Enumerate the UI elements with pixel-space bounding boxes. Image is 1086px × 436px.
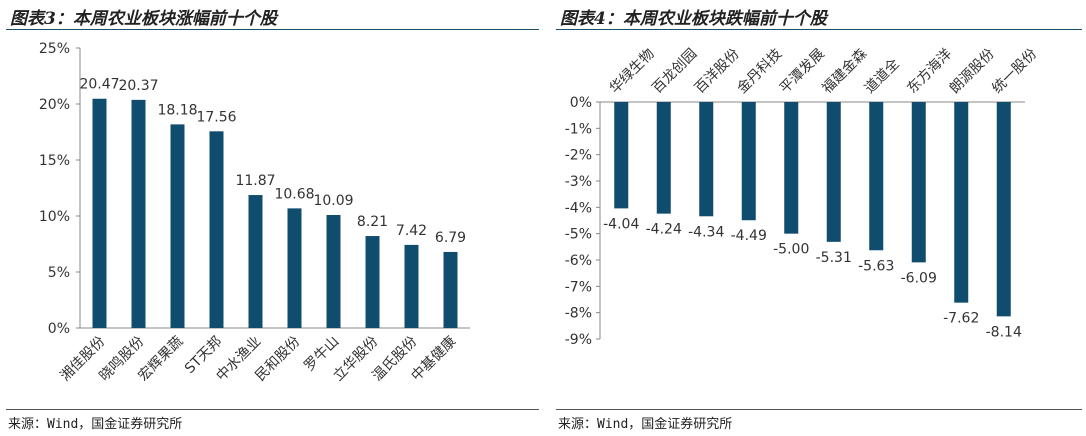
y-tick-label: 0% [570,95,592,111]
data-label: 20.47 [79,77,119,93]
bar [404,244,419,328]
title-divider [6,29,539,30]
data-label: 8.21 [357,214,388,230]
y-tick-label: -8% [565,306,592,322]
bar [92,98,107,329]
bar [170,124,185,328]
data-label: 18.18 [157,102,197,118]
y-tick-label: 10% [39,209,70,225]
bar [365,236,380,328]
y-tick-label: -5% [565,227,592,243]
bar [326,214,341,328]
x-category-label: 百龙创园 [649,46,700,97]
data-label: -8.14 [986,324,1022,340]
bar [614,102,629,209]
y-tick-label: 20% [39,97,70,113]
data-label: -4.04 [603,216,639,232]
chart-title: 图表4：本周农业板块跌幅前十个股 [560,9,827,29]
y-tick-label: -3% [565,174,592,190]
chart-title: 图表3：本周农业板块涨幅前十个股 [10,9,277,29]
bar [699,102,714,217]
x-category-label: 金丹科技 [734,46,785,97]
chart-rise-top10: 0%5%10%15%20%25%20.47湘佳股份20.37晓鸣股份18.18宏… [39,41,470,384]
chart-panel-right: 图表4：本周农业板块跌幅前十个股 0% -1% -2% -3% -4% -5% -6% -7%… [550,0,1086,436]
data-label: 20.37 [118,78,158,94]
y-tick-label: -1% [565,121,592,137]
data-label: 10.68 [274,186,314,202]
bar [656,102,671,214]
source-note: 来源：Wind，国金证券研究所 [558,417,733,432]
bar [741,102,756,221]
chart-fall-top10: 0% -1% -2% -3% -4% -5% -6% -7% -8% -9% -4.04 华绿生物 -4… [565,45,1040,348]
bar [248,195,263,328]
data-label: -5.00 [773,242,809,258]
data-label: -5.31 [816,250,852,266]
bar [826,102,841,242]
bar [443,251,458,328]
data-label: 10.09 [313,193,353,209]
chart-panel-left: 图表3：本周农业板块涨幅前十个股 0% 5% 10% 15% 20% 25% 20.47 湘佳… [6,9,539,432]
title-divider [556,29,1082,30]
source-note: 来源：Wind，国金证券研究所 [8,417,183,432]
y-tick-label: -2% [565,148,592,164]
y-tick-label: -6% [565,253,592,269]
data-label: -4.49 [731,228,767,244]
y-tick-label: 0% [48,321,70,337]
bar [996,102,1011,317]
x-category-label: 东方海洋 [904,46,955,97]
bar [784,102,799,234]
bar [131,99,146,328]
x-category-label: 福建金森 [819,46,870,97]
data-label: -4.24 [646,222,682,238]
y-tick-label: 15% [39,153,70,169]
x-category-label: 道道全 [861,55,903,97]
source-divider [556,409,1082,410]
x-category-label: 平潭发展 [776,45,828,97]
y-tick-label: 25% [39,41,70,57]
data-label: 7.42 [396,223,427,239]
y-tick-label: -9% [565,332,592,348]
data-label: -4.34 [688,224,724,240]
y-tick-label: -7% [565,279,592,295]
y-tick-label: 5% [48,265,70,281]
data-label: 6.79 [435,230,466,246]
data-label: 17.56 [196,109,236,125]
bar [911,102,926,263]
y-tick-label: -4% [565,200,592,216]
x-category-label: 朗源股份 [947,46,998,97]
x-category-label: 华绿生物 [607,46,658,97]
bar [954,102,969,303]
data-label: 11.87 [235,173,275,189]
x-category-label: 统一股份 [989,46,1040,97]
bar [209,131,224,328]
data-label: -6.09 [901,270,937,286]
bar [287,208,302,328]
data-label: -5.63 [858,258,894,274]
bar [869,102,884,251]
data-label: -7.62 [943,311,979,327]
x-category-label: 百洋股份 [692,46,743,97]
source-divider [6,409,539,410]
